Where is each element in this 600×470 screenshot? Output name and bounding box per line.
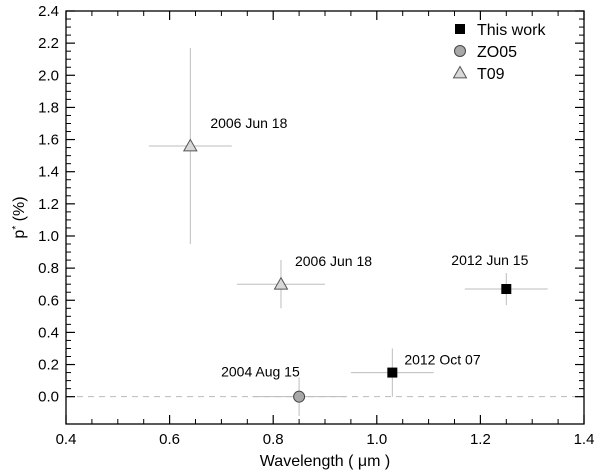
y-tick-label: 0.8 bbox=[38, 260, 59, 277]
y-tick-label: 0.0 bbox=[38, 389, 59, 406]
legend-label: ZO05 bbox=[477, 44, 517, 61]
y-tick-label: 0.6 bbox=[38, 292, 59, 309]
legend: This work ZO05 T09 bbox=[452, 22, 546, 83]
y-tick-label: 1.2 bbox=[38, 196, 59, 213]
legend-label: T09 bbox=[477, 66, 505, 83]
point-annotations: 2012 Jun 15 2012 Oct 07 2004 Aug 15 2006 Ju… bbox=[210, 115, 528, 380]
point-annotation: 2006 Jun 18 bbox=[295, 253, 372, 269]
data-point-triangle bbox=[182, 138, 198, 152]
data-point-square bbox=[501, 284, 512, 295]
x-tick-label: 1.4 bbox=[574, 431, 595, 448]
legend-marker-triangle bbox=[452, 65, 468, 79]
y-tick-label: 2.4 bbox=[38, 3, 59, 20]
x-axis-title: Wavelength ( μm ) bbox=[260, 453, 390, 470]
plot-frame bbox=[65, 10, 585, 425]
legend-marker-square bbox=[455, 24, 465, 34]
point-annotation: 2012 Jun 15 bbox=[451, 252, 528, 268]
y-tick-label: 2.0 bbox=[38, 67, 59, 84]
tick-labels: 0.4 0.6 0.8 1.0 1.2 1.4 0.0 0.2 0.4 0.6 0.8 1.0 1.2 1… bbox=[38, 3, 594, 448]
data-point-square bbox=[387, 367, 398, 378]
error-bars bbox=[148, 47, 548, 416]
y-axis-title-sup: * bbox=[11, 226, 22, 230]
axis-ticks bbox=[65, 10, 585, 424]
y-tick-label: 1.6 bbox=[38, 132, 59, 149]
x-tick-label: 1.2 bbox=[470, 431, 491, 448]
x-tick-label: 0.8 bbox=[263, 431, 284, 448]
legend-label: This work bbox=[477, 22, 546, 39]
point-annotation: 2006 Jun 18 bbox=[210, 115, 287, 131]
data-point-triangle bbox=[273, 276, 289, 290]
y-tick-label: 1.8 bbox=[38, 99, 59, 116]
y-axis-title-unit: (%) bbox=[11, 196, 28, 225]
legend-marker-circle bbox=[454, 45, 466, 57]
data-markers bbox=[182, 138, 512, 403]
point-annotation: 2012 Oct 07 bbox=[404, 352, 480, 368]
y-axis-title-base: p bbox=[11, 230, 28, 239]
x-tick-label: 0.6 bbox=[159, 431, 180, 448]
x-tick-label: 0.4 bbox=[56, 431, 77, 448]
y-tick-label: 0.2 bbox=[38, 357, 59, 374]
y-tick-label: 2.2 bbox=[38, 35, 59, 52]
y-tick-label: 1.0 bbox=[38, 228, 59, 245]
x-tick-label: 1.0 bbox=[366, 431, 387, 448]
y-tick-label: 1.4 bbox=[38, 164, 59, 181]
data-point-circle bbox=[293, 390, 306, 403]
y-axis-title: p* (%) bbox=[11, 196, 29, 238]
y-tick-label: 0.4 bbox=[38, 324, 59, 341]
point-annotation: 2004 Aug 15 bbox=[221, 364, 300, 380]
